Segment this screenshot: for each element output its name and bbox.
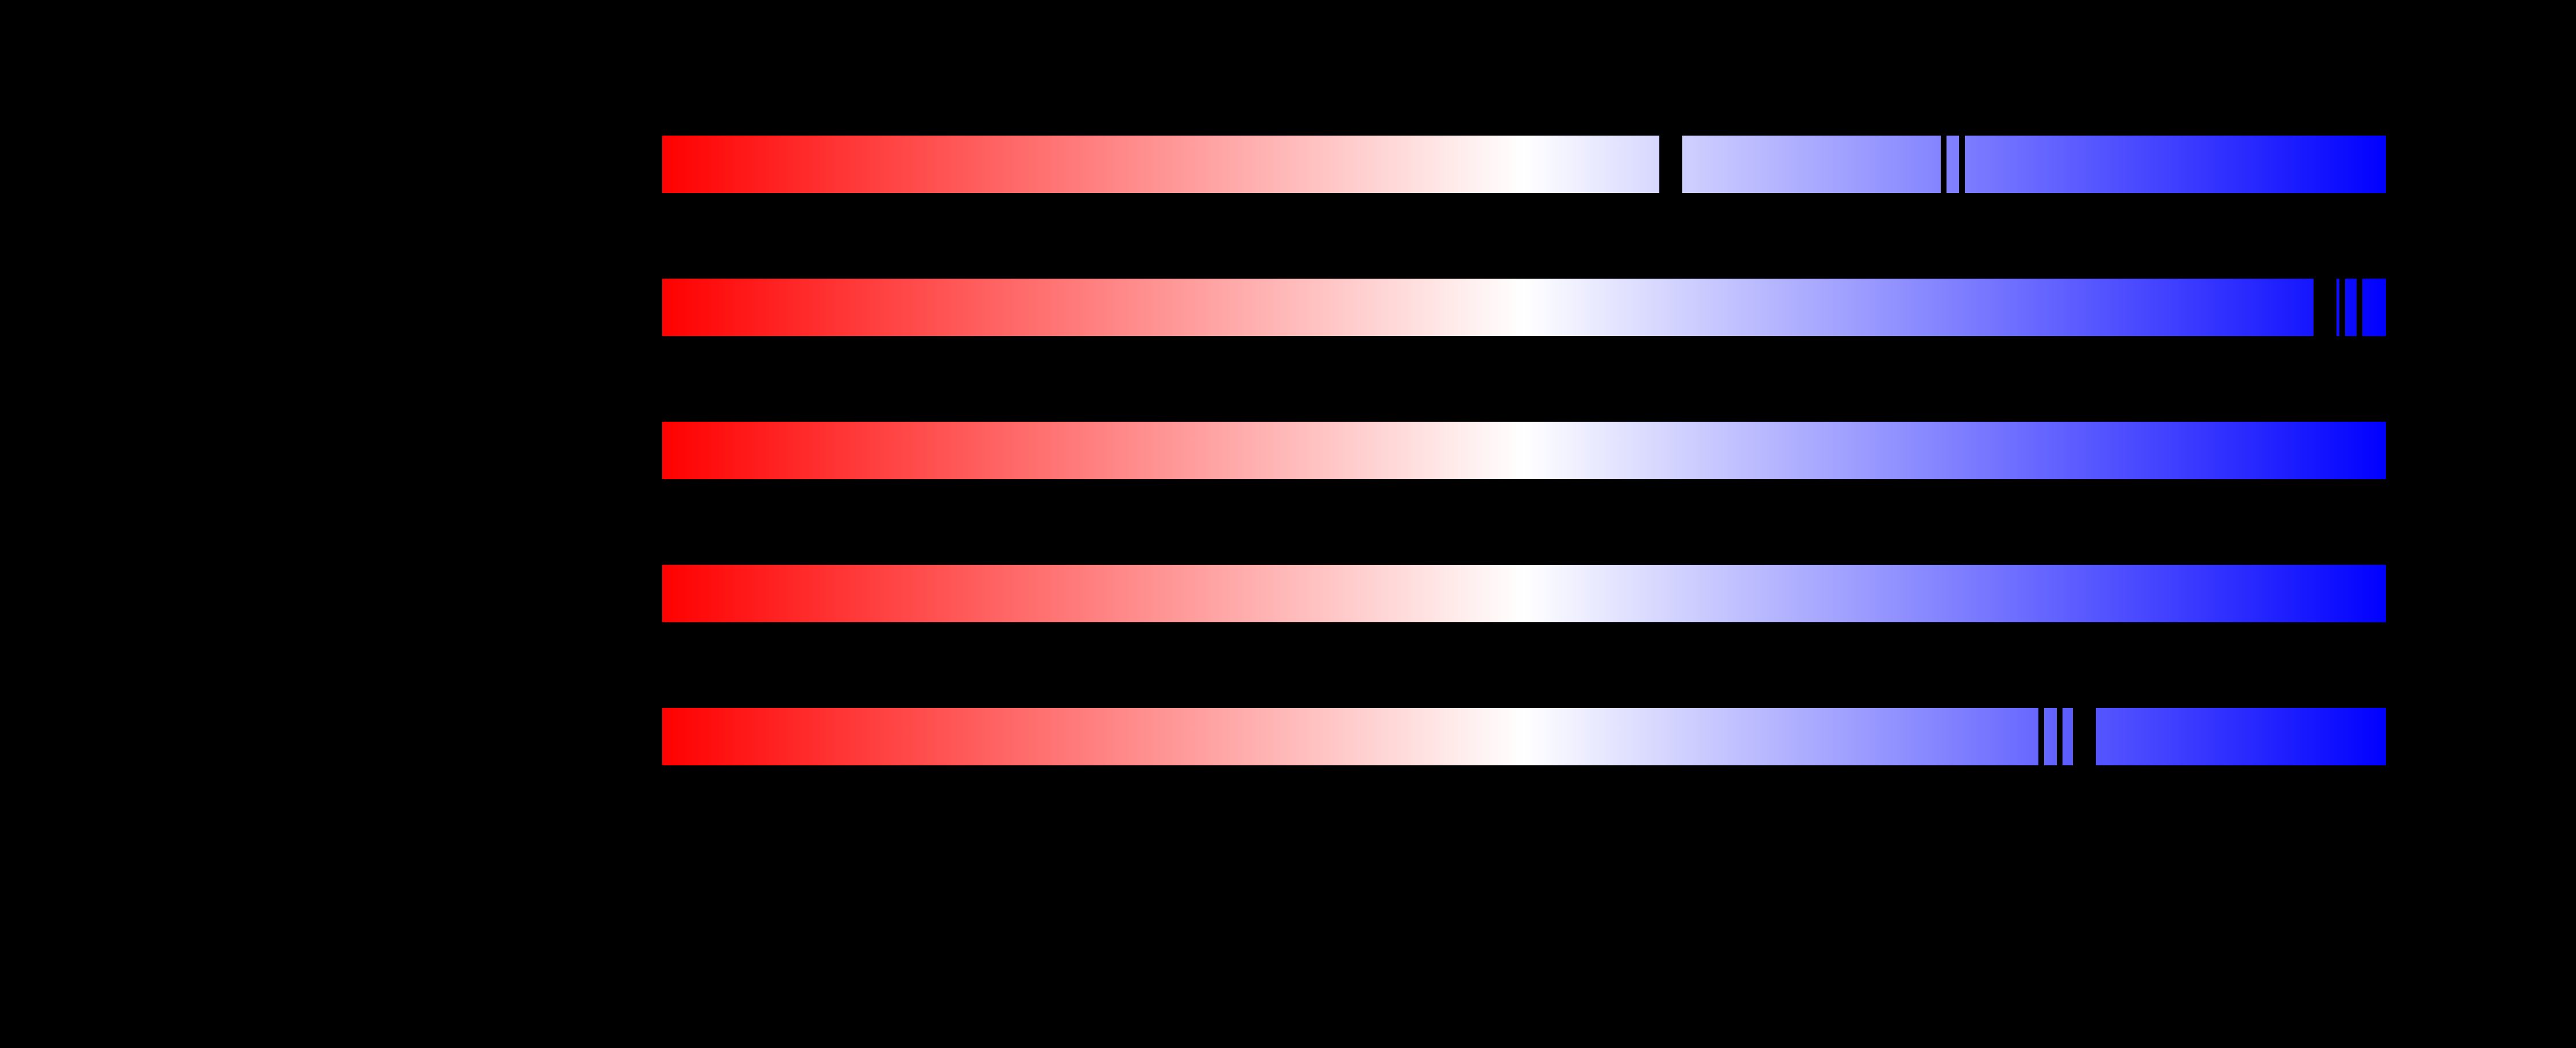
tick-marker (2356, 279, 2362, 336)
gradient-strip (662, 136, 2386, 193)
tick-marker (2057, 708, 2063, 765)
gradient-strip (662, 422, 2386, 479)
tick-marker (2313, 279, 2336, 336)
gradient-strip (662, 279, 2386, 336)
tick-marker (1959, 136, 1965, 193)
gradient-strip (662, 565, 2386, 622)
tick-marker (1659, 136, 1682, 193)
tick-marker (2038, 708, 2044, 765)
tick-marker (1940, 136, 1947, 193)
gradient-strip (662, 708, 2386, 765)
tick-marker (2339, 279, 2345, 336)
tick-marker (2073, 708, 2096, 765)
